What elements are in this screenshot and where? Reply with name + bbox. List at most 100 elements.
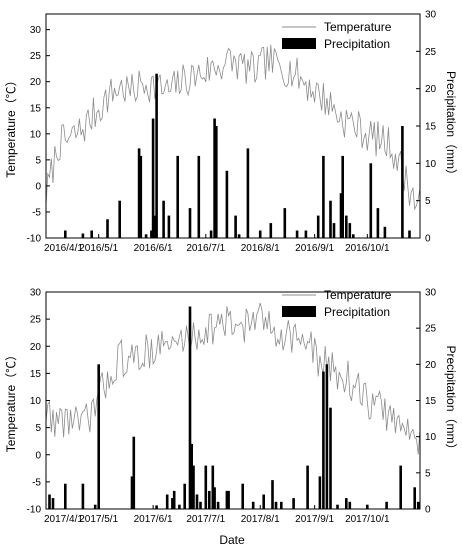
panel-0-precip-bar: [376, 208, 380, 238]
panel-1-precip-bar: [216, 501, 220, 509]
panel-1-precip-bar: [325, 364, 329, 509]
panel-1-precip-bar: [171, 498, 174, 509]
panel-0-precip-bar: [167, 215, 171, 238]
panel-1-precip-bar: [318, 476, 322, 509]
panel-1-right-y-tick-label: 10: [425, 432, 437, 443]
panel-1-precip-bar: [416, 501, 420, 509]
panel-0-left-y-tick-label: 10: [30, 129, 42, 140]
panel-0-left-y-tick-label: 15: [30, 103, 42, 114]
panel-1-precip-bar: [178, 504, 181, 509]
panel-1-right-y-tick-label: 15: [425, 396, 437, 407]
panel-1-precip-bar: [48, 494, 51, 509]
panel-0-precip-bar: [144, 234, 148, 238]
panel-1-right-y-tick-label: 30: [425, 288, 437, 299]
panel-1-left-y-tick-label: -5: [32, 477, 41, 488]
panel-0-precip-bar: [322, 155, 325, 238]
panel-0-precip-bar: [369, 163, 373, 238]
panel-1-precip-bar: [81, 483, 85, 509]
panel-1-precip-bar: [64, 483, 67, 509]
panel-0-legend-precipitation-label: Precipitation: [324, 37, 390, 51]
panel-0-precip-bar: [225, 170, 229, 238]
panel-1-precip-bar: [322, 371, 325, 509]
panel-0-left-axis-title: Temperature（℃）: [4, 74, 18, 177]
panel-1-precip-bar: [385, 501, 388, 509]
panel-0-precip-bar: [237, 234, 241, 238]
panel-0-x-tick-label: 2016/4/1: [44, 243, 83, 254]
panel-0-precip-bar: [332, 223, 336, 238]
panel-1-precip-bar: [199, 501, 202, 509]
panel-0-precip-bar: [234, 215, 237, 238]
panel-0-legend-precipitation-swatch: [282, 38, 316, 49]
panel-0-precip-bar: [176, 155, 179, 238]
panel-0-precip-bar: [401, 126, 404, 238]
x-axis-label: Date: [219, 533, 245, 547]
panel-0-x-tick-label: 2016/5/1: [79, 243, 118, 254]
panel-0-x-tick-label: 2016/9/1: [295, 243, 334, 254]
panel-0-precip-bar: [150, 230, 153, 238]
panel-0-precip-bar: [139, 155, 143, 238]
panel-1-precip-bar: [329, 407, 332, 509]
panel-0-right-y-tick-label: 15: [425, 122, 437, 133]
panel-1-precip-bar: [211, 465, 215, 509]
panel-1-precip-bar: [188, 306, 192, 509]
panel-0-precip-bar: [197, 155, 201, 238]
panel-0-precip-bar: [155, 73, 158, 238]
panel-0-left-y-tick-label: 20: [30, 77, 42, 88]
panel-1-precip-bar: [227, 490, 230, 509]
panel-1-precip-bar: [155, 505, 158, 509]
panel-1-precip-bar: [292, 498, 295, 509]
panel-0-temperature-line: [45, 44, 421, 211]
panel-1-left-y-tick-label: 15: [30, 369, 42, 380]
panel-0-precip-bar: [341, 155, 344, 238]
panel-0-precip-bar: [316, 215, 320, 238]
panel-0-precip-bar: [246, 148, 250, 238]
panel-0-right-y-tick-label: 10: [425, 159, 437, 170]
panel-1-precip-bar: [93, 504, 97, 509]
panel-1-precip-bar: [271, 480, 274, 509]
panel-1-right-axis-title: Precipitation（mm）: [444, 345, 458, 455]
panel-0-x-tick-label: 2016/7/1: [186, 243, 225, 254]
panel-1-x-tick-label: 2017/6/1: [134, 514, 173, 525]
panel-0-precip-bar: [90, 230, 93, 238]
panel-0-left-y-tick-label: 30: [30, 25, 42, 36]
panel-0-left-y-tick-label: 0: [35, 181, 41, 192]
panel-0-precip-bar: [209, 230, 213, 238]
panel-1-precip-bar: [130, 476, 134, 509]
panel-0-legend-temperature-label: Temperature: [324, 20, 392, 34]
panel-1-precip-bar: [262, 494, 265, 509]
panel-1-precip-bar: [204, 465, 208, 509]
panel-1-right-y-tick-label: 5: [425, 468, 431, 479]
panel-1-precip-bar: [274, 501, 278, 509]
panel-1-precip-bar: [336, 504, 339, 509]
panel-1-precip-bar: [51, 498, 55, 509]
panel-0-left-y-tick-label: -5: [32, 207, 41, 218]
panel-0-left-y-tick-label: -10: [27, 234, 42, 245]
panel-0-precip-bar: [151, 118, 155, 238]
panel-1-left-y-tick-label: 0: [35, 450, 41, 461]
panel-1-precip-bar: [280, 501, 283, 509]
panel-1-precip-bar: [413, 487, 416, 509]
panel-1-precip-bar: [172, 490, 176, 509]
panel-1-x-tick-label: 2017/4/1: [44, 514, 83, 525]
panel-0-x-tick-label: 2016/10/1: [345, 243, 390, 254]
panel-1-precip-bar: [195, 494, 199, 509]
panel-0-precip-bar: [408, 230, 411, 238]
panel-1-precip-bar: [399, 465, 402, 509]
panel-1-precip-bar: [251, 501, 255, 509]
panel-0-precip-bar: [215, 126, 218, 238]
panel-0-precip-bar: [329, 200, 332, 238]
panel-0-right-y-tick-label: 25: [425, 47, 437, 58]
panel-0-precip-bar: [162, 200, 165, 238]
panel-1-precip-bar: [208, 490, 211, 509]
panel-1-right-y-tick-label: 0: [425, 505, 431, 516]
panel-0-precip-bar: [348, 223, 352, 238]
panel-0-precip-bar: [64, 230, 67, 238]
panel-0-x-tick-label: 2016/8/1: [241, 243, 280, 254]
panel-0-precip-bar: [188, 208, 192, 238]
panel-0-right-y-tick-label: 5: [425, 196, 431, 207]
panel-0-right-y-tick-label: 30: [425, 10, 437, 21]
panel-0-precip-bar: [352, 234, 355, 238]
panel-0-left-y-tick-label: 5: [35, 155, 41, 166]
panel-1-x-tick-label: 2017/8/1: [241, 514, 280, 525]
